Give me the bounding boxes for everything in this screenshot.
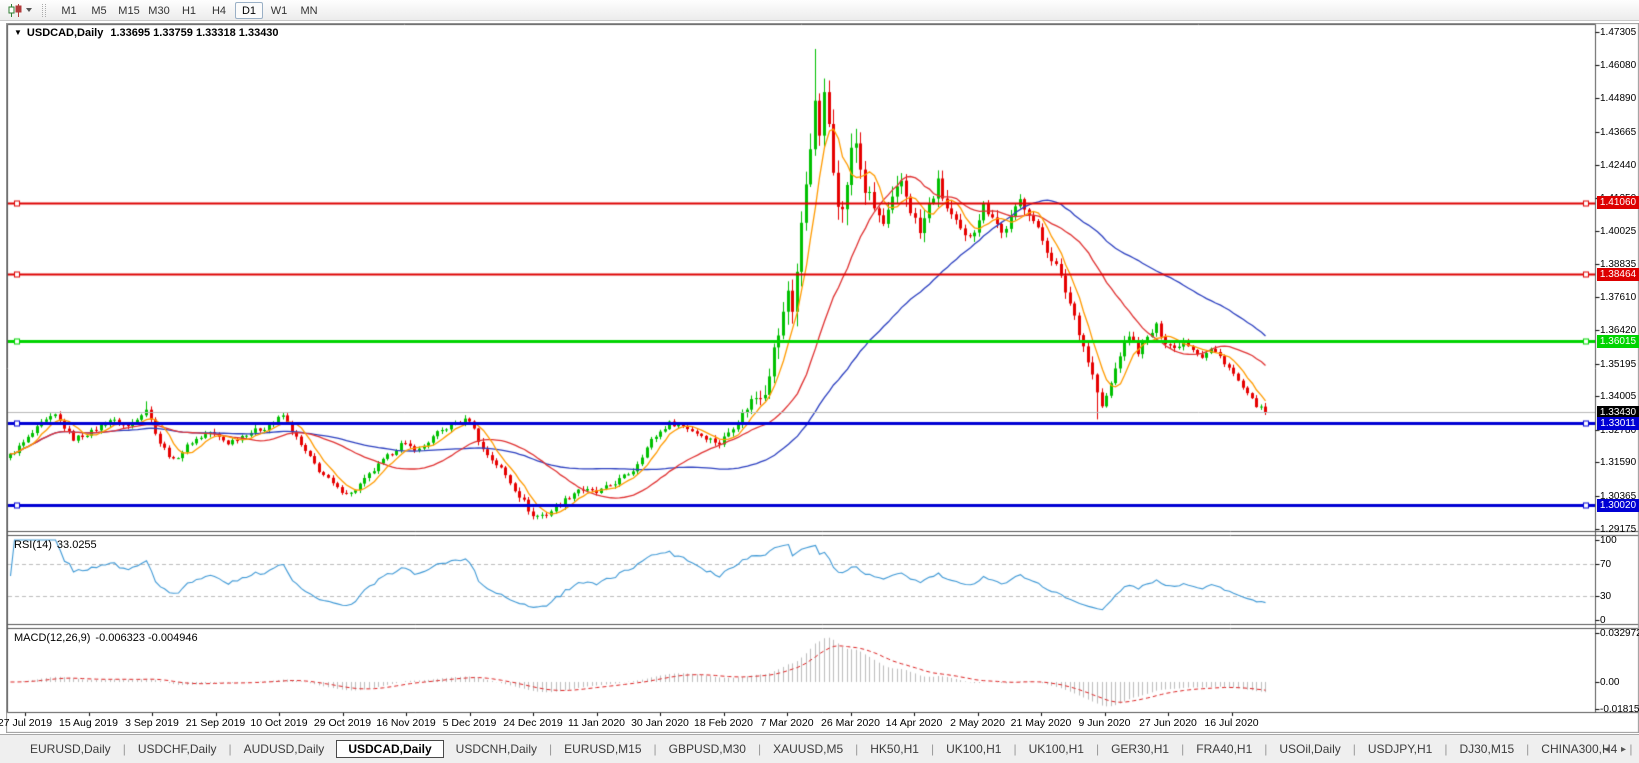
chart-tab-ger30-h1[interactable]: GER30,H1 — [1111, 742, 1170, 756]
chart-tab-usdchf-daily[interactable]: USDCHF,Daily — [137, 742, 217, 756]
chart-type-button[interactable] — [5, 3, 35, 18]
tabs-scroll-left-icon[interactable]: ◂ — [1603, 744, 1609, 755]
chart-tab-audusd-daily[interactable]: AUDUSD,Daily — [243, 742, 325, 756]
tab-separator: | — [1181, 742, 1185, 756]
tab-separator: | — [549, 742, 553, 756]
chart-window-title: ▼ USDCAD,Daily 1.33695 1.33759 1.33318 1.3… — [14, 27, 279, 39]
timeframe-button-m5[interactable]: M5 — [91, 4, 107, 17]
chart-tab-uk100-h1[interactable]: UK100,H1 — [1028, 742, 1084, 756]
timeframe-toolbar: M1 M5 M15 M30 H1 H4 D1 W1 MN — [0, 0, 1639, 21]
tab-separator: | — [1526, 742, 1530, 756]
chart-tabs-group: EURUSD,Daily | USDCHF,Daily | AUDUSD,Daily US… — [18, 740, 1632, 758]
chart-tab-xauusd-m5[interactable]: XAUUSD,M5 — [773, 742, 844, 756]
tab-separator: | — [122, 742, 126, 756]
timeframe-button-h4[interactable]: H4 — [211, 4, 227, 17]
rsi-value: 33.0255 — [56, 539, 97, 551]
timeframe-button-m30[interactable]: M30 — [148, 4, 170, 17]
timeframe-button-h1[interactable]: H1 — [181, 4, 197, 17]
tab-separator: | — [855, 742, 859, 756]
timeframe-button-m1[interactable]: M1 — [61, 4, 77, 17]
tab-separator: | — [228, 742, 232, 756]
collapse-triangle-icon[interactable]: ▼ — [14, 28, 22, 37]
tab-separator: | — [1352, 742, 1356, 756]
macd-name: MACD(12,26,9) — [14, 632, 91, 644]
chart-tab-usdcnh-daily[interactable]: USDCNH,Daily — [455, 742, 538, 756]
tab-separator: | — [757, 742, 762, 756]
chart-tab-eurusd-m15[interactable]: EURUSD,M15 — [564, 742, 642, 756]
timeframe-button-m15[interactable]: M15 — [118, 4, 140, 17]
timeframe-button-mn[interactable]: MN — [300, 4, 318, 17]
chart-tab-usdcad-daily[interactable]: USDCAD,Daily — [336, 740, 444, 758]
timeframe-button-d1[interactable]: D1 — [235, 1, 263, 19]
price-chart-canvas[interactable] — [6, 23, 1639, 733]
chart-tab-usdjpy-h1[interactable]: USDJPY,H1 — [1367, 742, 1433, 756]
chart-tab-eurusd-daily[interactable]: EURUSD,Daily — [30, 742, 111, 756]
chart-tabs-bar: EURUSD,Daily | USDCHF,Daily | AUDUSD,Daily US… — [0, 734, 1639, 763]
tabs-scroll-right-icon[interactable]: ▸ — [1620, 744, 1626, 755]
chart-tab-gbpusd-m30[interactable]: GBPUSD,M30 — [668, 742, 746, 756]
chart-tab-fra40-h1[interactable]: FRA40,H1 — [1196, 742, 1253, 756]
chart-tab-usoil-daily[interactable]: USOil,Daily — [1279, 742, 1341, 756]
tab-separator: | — [1013, 742, 1017, 756]
timeframe-button-w1[interactable]: W1 — [270, 4, 288, 17]
chart-tab-dj30-m15[interactable]: DJ30,M15 — [1459, 742, 1515, 756]
chart-tab-uk100-h1[interactable]: UK100,H1 — [946, 742, 1002, 756]
tab-separator: | — [930, 742, 935, 756]
window-title-ohlc-values: 1.33695 1.33759 1.33318 1.33430 — [110, 27, 279, 39]
candlestick-chart-icon — [8, 3, 22, 17]
window-title-symbol: USDCAD,Daily — [26, 27, 104, 39]
chart-tab-china300-h4[interactable]: CHINA300,H4 — [1541, 742, 1618, 756]
macd-values: -0.006323 -0.004946 — [95, 632, 198, 644]
rsi-name: RSI(14) — [14, 539, 52, 551]
chevron-down-icon — [26, 8, 32, 12]
tab-separator: | — [1444, 742, 1448, 756]
timeframe-buttons-group: M1 M5 M15 M30 H1 H4 D1 W1 MN — [54, 1, 324, 19]
tab-separator: | — [653, 742, 657, 756]
tab-separator: | — [1629, 742, 1633, 756]
macd-indicator-label: MACD(12,26,9) -0.006323 -0.004946 — [14, 632, 198, 644]
chart-window: 1.47305 1.46080 1.44890 1.43665 1.42440 1.412… — [0, 23, 1639, 733]
tab-separator: | — [1095, 742, 1100, 756]
chart-tab-hk50-h1[interactable]: HK50,H1 — [870, 742, 919, 756]
tab-separator: | — [1264, 742, 1268, 756]
rsi-indicator-label: RSI(14) 33.0255 — [14, 539, 97, 551]
toolbar-grip-handle[interactable] — [42, 3, 46, 17]
